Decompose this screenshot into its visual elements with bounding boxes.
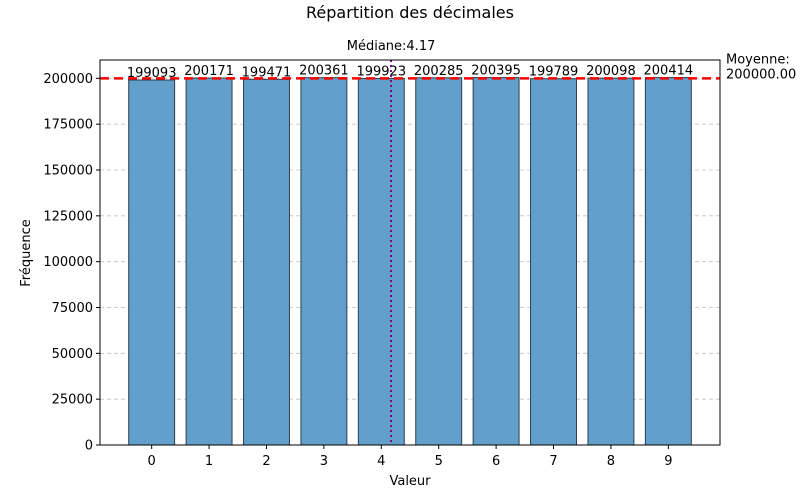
bar-value-label: 200098	[586, 64, 636, 79]
y-tick-label: 50000	[52, 347, 93, 362]
bars	[128, 77, 692, 446]
bar-3	[300, 77, 348, 446]
y-tick-label: 75000	[52, 301, 93, 316]
y-axis-ticks: 0 25000 50000 75000 100000 125000 150000 175000…	[43, 72, 100, 454]
bar-value-label: 199789	[529, 65, 579, 80]
bar-value-label: 200285	[414, 64, 464, 79]
bar-value-label: 200361	[299, 64, 349, 79]
y-tick-label: 25000	[52, 393, 93, 408]
x-tick-label: 4	[377, 454, 385, 469]
bar-7	[530, 78, 577, 446]
bar-6	[472, 77, 520, 446]
x-tick-label: 1	[205, 454, 213, 469]
reference-lines	[100, 60, 720, 445]
mean-label-line-2: 200000.00	[726, 67, 796, 82]
y-tick-label: 150000	[43, 164, 93, 179]
x-tick-label: 6	[492, 454, 500, 469]
bar-value-label: 200171	[184, 64, 234, 79]
bar-0	[128, 79, 176, 446]
x-axis-ticks: 0 1 2 3 4 5 6 7 8 9	[148, 445, 672, 469]
bar-1	[185, 77, 233, 446]
mean-label-line-1: Moyenne:	[726, 52, 790, 67]
y-axis-label: Fréquence	[19, 219, 34, 286]
bar-value-label: 199471	[242, 65, 292, 80]
bar-5	[415, 77, 463, 446]
bar-value-label: 200414	[644, 64, 694, 79]
bar-4	[357, 77, 405, 446]
x-tick-label: 9	[664, 454, 672, 469]
bar-8	[587, 77, 635, 446]
y-tick-label: 0	[85, 439, 93, 454]
y-tick-label: 125000	[43, 209, 93, 224]
bar-value-label: 200395	[471, 64, 521, 79]
median-label: Médiane:4.17	[347, 39, 436, 54]
bar-2	[243, 78, 290, 446]
y-tick-label: 100000	[43, 255, 93, 270]
x-tick-label: 7	[549, 454, 557, 469]
bar-value-label: 199923	[356, 64, 406, 79]
x-tick-label: 2	[262, 454, 270, 469]
y-tick-label: 175000	[43, 118, 93, 133]
bar-9	[644, 77, 692, 446]
plot-frame	[99, 59, 721, 446]
x-tick-label: 5	[435, 454, 443, 469]
y-tick-label: 200000	[43, 72, 93, 87]
x-tick-label: 3	[320, 454, 328, 469]
x-tick-label: 0	[148, 454, 156, 469]
x-tick-label: 8	[607, 454, 615, 469]
x-axis-label: Valeur	[389, 474, 431, 489]
chart-title: Répartition des décimales	[306, 3, 514, 22]
